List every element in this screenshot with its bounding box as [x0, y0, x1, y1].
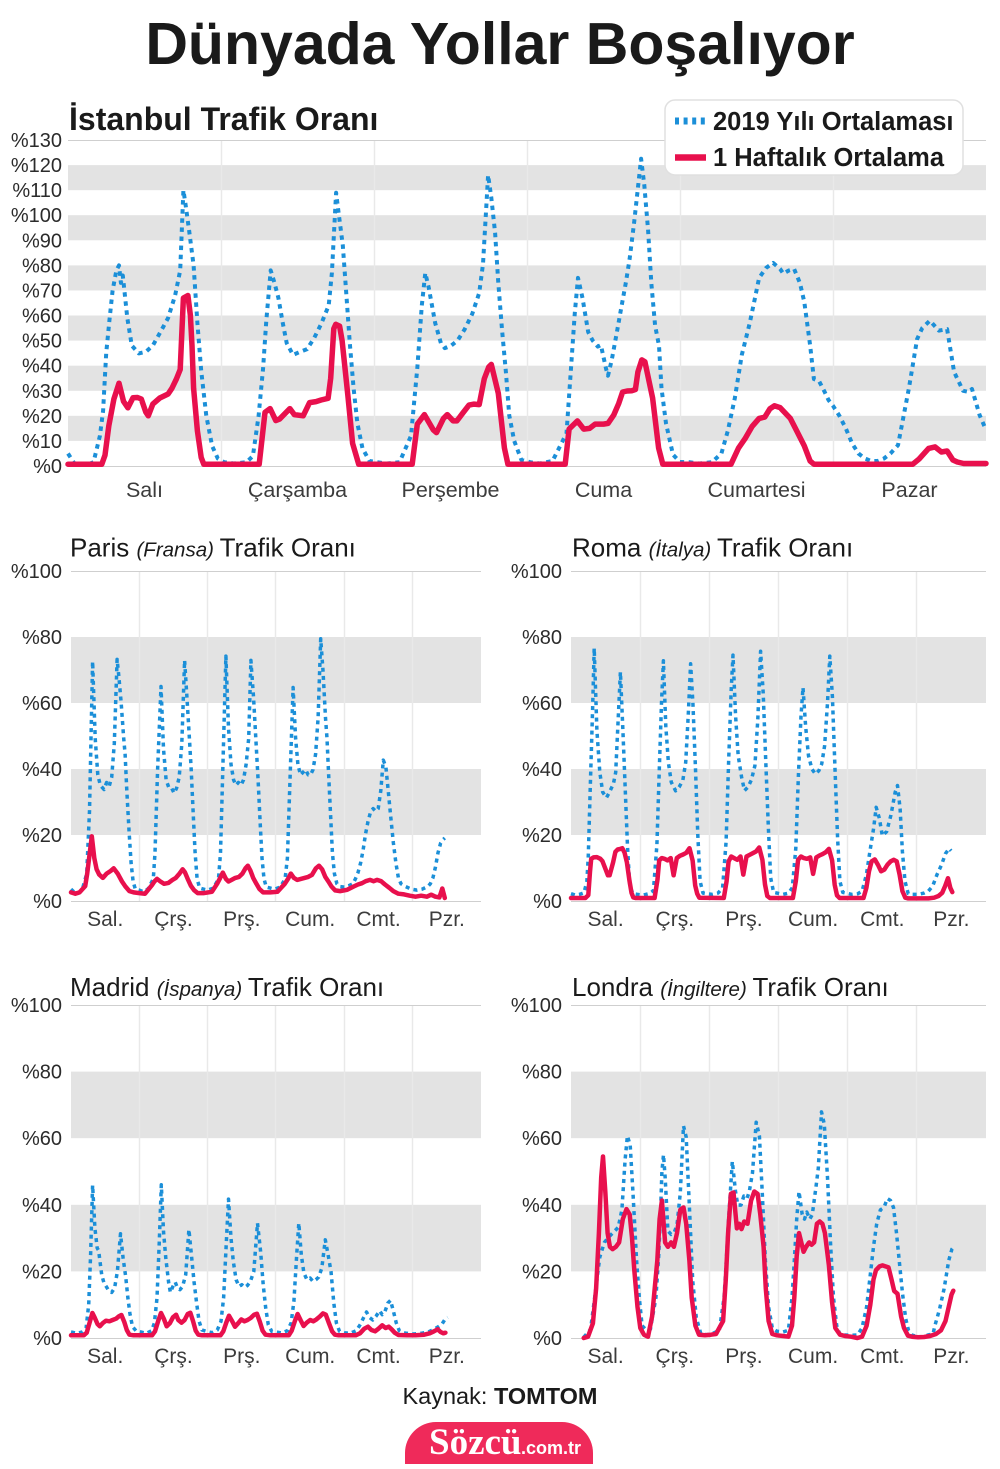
svg-text:%60: %60 — [22, 1128, 62, 1150]
svg-text:%20: %20 — [22, 825, 62, 847]
svg-text:Dünyada Yollar Boşalıyor: Dünyada Yollar Boşalıyor — [145, 11, 854, 77]
svg-text:%10: %10 — [22, 431, 62, 453]
svg-text:Cmt.: Cmt. — [356, 908, 400, 931]
svg-text:%60: %60 — [522, 693, 562, 715]
svg-text:Cum.: Cum. — [285, 1345, 335, 1368]
svg-text:2019 Yılı Ortalaması: 2019 Yılı Ortalaması — [713, 108, 954, 136]
svg-text:%0: %0 — [533, 1328, 562, 1350]
svg-text:%100: %100 — [511, 995, 562, 1017]
svg-text:Cuma: Cuma — [575, 478, 632, 502]
svg-text:Cum.: Cum. — [285, 908, 335, 931]
svg-text:Cum.: Cum. — [788, 908, 838, 931]
svg-text:Sal.: Sal. — [87, 908, 123, 931]
svg-text:Paris (Fransa) Trafik Oranı: Paris (Fransa) Trafik Oranı — [70, 533, 356, 563]
svg-text:Çrş.: Çrş. — [154, 908, 193, 931]
svg-text:Cmt.: Cmt. — [356, 1345, 400, 1368]
svg-text:%40: %40 — [22, 356, 62, 378]
svg-text:%0: %0 — [533, 891, 562, 913]
svg-text:%50: %50 — [22, 331, 62, 353]
svg-text:Cum.: Cum. — [788, 1345, 838, 1368]
svg-text:Cumartesi: Cumartesi — [708, 478, 806, 502]
svg-text:%100: %100 — [11, 995, 62, 1017]
svg-text:%0: %0 — [33, 1328, 62, 1350]
svg-text:.com.tr: .com.tr — [521, 1438, 581, 1458]
svg-text:Londra (İngiltere) Trafik Oran: Londra (İngiltere) Trafik Oranı — [572, 972, 889, 1002]
svg-text:Cmt.: Cmt. — [860, 1345, 904, 1368]
svg-text:Sözcü: Sözcü — [429, 1422, 522, 1463]
svg-text:%80: %80 — [22, 1062, 62, 1084]
svg-text:Kaynak: TOMTOM: Kaynak: TOMTOM — [402, 1383, 597, 1409]
svg-text:Sal.: Sal. — [87, 1345, 123, 1368]
svg-text:%100: %100 — [11, 561, 62, 583]
svg-text:%0: %0 — [33, 456, 62, 478]
svg-text:Çarşamba: Çarşamba — [248, 478, 347, 502]
svg-text:Perşembe: Perşembe — [402, 478, 500, 502]
svg-text:%80: %80 — [22, 255, 62, 277]
svg-text:%110: %110 — [12, 180, 62, 202]
svg-text:%80: %80 — [522, 627, 562, 649]
svg-text:%130: %130 — [11, 130, 62, 152]
svg-text:Pazar: Pazar — [881, 478, 937, 502]
svg-text:1 Haftalık Ortalama: 1 Haftalık Ortalama — [713, 144, 945, 172]
svg-text:%30: %30 — [22, 381, 62, 403]
svg-text:%60: %60 — [522, 1128, 562, 1150]
svg-text:Pzr.: Pzr. — [933, 1345, 969, 1368]
svg-text:%20: %20 — [522, 825, 562, 847]
svg-text:%80: %80 — [22, 627, 62, 649]
svg-text:Madrid (İspanya) Trafik Oranı: Madrid (İspanya) Trafik Oranı — [70, 972, 384, 1002]
svg-text:%120: %120 — [11, 155, 62, 177]
svg-text:Prş.: Prş. — [223, 908, 260, 931]
svg-text:%80: %80 — [522, 1062, 562, 1084]
svg-text:%40: %40 — [22, 759, 62, 781]
svg-text:%100: %100 — [11, 205, 62, 227]
svg-text:%20: %20 — [22, 406, 62, 428]
svg-text:%20: %20 — [522, 1261, 562, 1283]
svg-text:%40: %40 — [522, 1195, 562, 1217]
svg-text:%60: %60 — [22, 693, 62, 715]
svg-text:Sal.: Sal. — [588, 908, 624, 931]
svg-text:Pzr.: Pzr. — [429, 908, 465, 931]
svg-text:Pzr.: Pzr. — [429, 1345, 465, 1368]
svg-text:Prş.: Prş. — [725, 1345, 762, 1368]
svg-text:Pzr.: Pzr. — [933, 908, 969, 931]
svg-text:Çrş.: Çrş. — [656, 908, 695, 931]
svg-text:%40: %40 — [22, 1195, 62, 1217]
svg-text:Roma (İtalya) Trafik Oranı: Roma (İtalya) Trafik Oranı — [572, 533, 853, 563]
svg-text:Cmt.: Cmt. — [860, 908, 904, 931]
svg-text:Çrş.: Çrş. — [154, 1345, 193, 1368]
svg-text:Sal.: Sal. — [588, 1345, 624, 1368]
svg-text:%0: %0 — [33, 891, 62, 913]
svg-text:%40: %40 — [522, 759, 562, 781]
svg-text:Çrş.: Çrş. — [656, 1345, 695, 1368]
svg-text:%60: %60 — [22, 306, 62, 328]
svg-text:Prş.: Prş. — [725, 908, 762, 931]
svg-text:%20: %20 — [22, 1261, 62, 1283]
svg-text:%70: %70 — [22, 281, 62, 303]
svg-text:%100: %100 — [511, 561, 562, 583]
svg-text:Salı: Salı — [126, 478, 163, 502]
svg-text:Prş.: Prş. — [223, 1345, 260, 1368]
svg-text:%90: %90 — [22, 230, 62, 252]
svg-text:İstanbul Trafik Oranı: İstanbul Trafik Oranı — [69, 101, 378, 137]
